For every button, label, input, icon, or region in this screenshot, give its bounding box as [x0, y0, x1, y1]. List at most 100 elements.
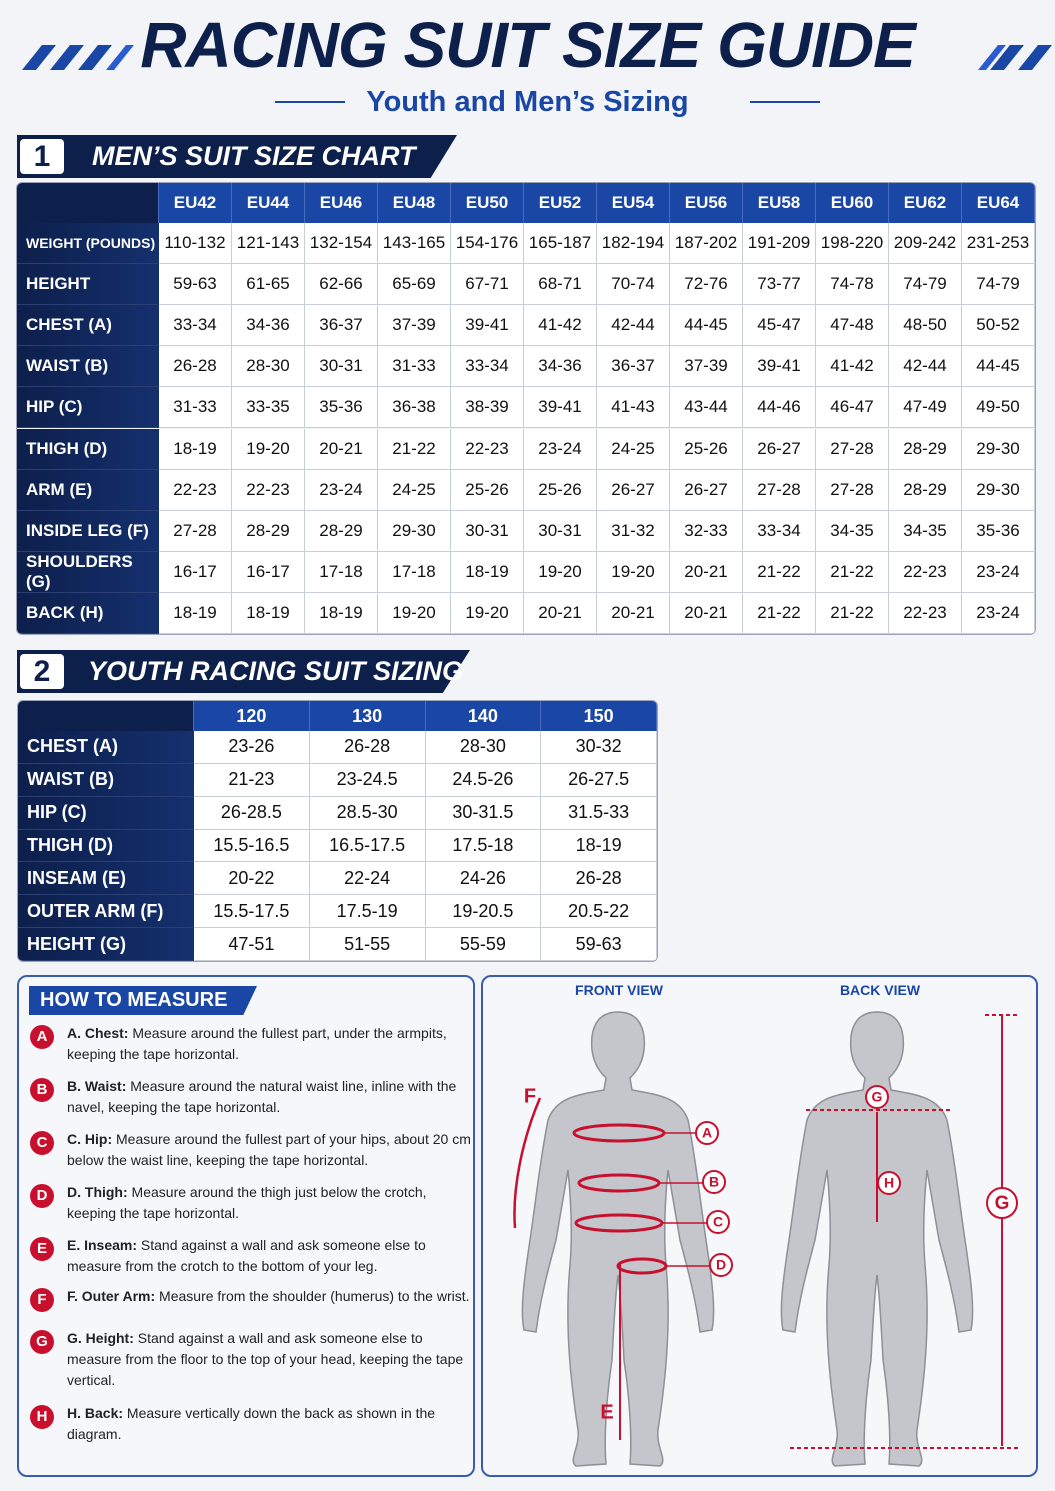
cell: 34-36: [232, 305, 305, 347]
row-label: CHEST (A): [18, 731, 194, 764]
letter-badge: C: [30, 1131, 54, 1155]
item-term: E. Inseam:: [67, 1237, 138, 1253]
cell: 27-28: [816, 469, 889, 511]
marker: C: [713, 1214, 723, 1230]
cell: 22-24: [309, 862, 426, 896]
section-banner: [17, 650, 470, 693]
column-header: EU62: [889, 183, 962, 223]
cell: 35-36: [305, 387, 378, 429]
cell: 26-28: [541, 862, 657, 896]
measure-item: G. Height: Stand against a wall and ask …: [67, 1328, 472, 1391]
cell: 15.5-17.5: [194, 895, 310, 929]
front-label: FRONT VIEW: [575, 982, 664, 998]
cell: 74-78: [816, 264, 889, 306]
column-header: EU54: [597, 183, 670, 223]
marker: F: [524, 1085, 536, 1107]
row-label: OUTER ARM (F): [18, 895, 194, 929]
cell: 31-33: [159, 387, 232, 429]
cell: 18-19: [541, 829, 657, 863]
marker: E: [600, 1401, 613, 1423]
marker: B: [709, 1174, 719, 1190]
cell: 39-41: [743, 346, 816, 388]
column-header: EU48: [378, 183, 451, 223]
row-label: CHEST (A): [17, 305, 159, 347]
cell: 35-36: [962, 510, 1035, 552]
item-text: Stand against a wall and ask someone els…: [67, 1330, 464, 1388]
cell: 22-23: [889, 551, 962, 593]
column-header: 140: [425, 701, 542, 731]
item-term: B. Waist:: [67, 1078, 127, 1094]
measure-item: D. Thigh: Measure around the thigh just …: [67, 1182, 472, 1224]
cell: 16.5-17.5: [309, 829, 426, 863]
column-header: 130: [309, 701, 426, 731]
cell: 50-52: [962, 305, 1035, 347]
cell: 24-26: [425, 862, 542, 896]
letter-badge: G: [30, 1330, 54, 1354]
cell: 22-23: [232, 469, 305, 511]
letter-badge: B: [30, 1078, 54, 1102]
cell: 22-23: [451, 428, 524, 470]
youth-table: 120 130 140 150 CHEST (A) 23-26 26-28 28-30 30-3…: [17, 700, 658, 962]
item-term: F. Outer Arm:: [67, 1288, 156, 1304]
cell: 28.5-30: [309, 796, 426, 830]
cell: 48-50: [889, 305, 962, 347]
cell: 23-24: [962, 592, 1035, 634]
diagram: FRONT VIEW BACK VIEW F A B C D E G H G: [513, 982, 1020, 1467]
cell: 231-253: [962, 223, 1035, 265]
cell: 28-29: [889, 469, 962, 511]
cell: 23-26: [194, 731, 310, 764]
cell: 41-42: [816, 346, 889, 388]
title: RACING SUIT SIZE GUIDE: [140, 9, 916, 81]
cell: 18-19: [159, 428, 232, 470]
cell: 44-45: [962, 346, 1035, 388]
cell: 37-39: [378, 305, 451, 347]
measure-item: F. Outer Arm: Measure from the shoulder …: [67, 1286, 472, 1307]
cell: 121-143: [232, 223, 305, 265]
cell: 26-27: [743, 428, 816, 470]
section-banner: [17, 135, 457, 178]
marker: A: [702, 1125, 712, 1141]
cell: 27-28: [743, 469, 816, 511]
row-label: THIGH (D): [18, 829, 194, 863]
cell: 68-71: [524, 264, 597, 306]
cell: 28-29: [232, 510, 305, 552]
section-title: YOUTH RACING SUIT SIZING: [88, 656, 464, 686]
measure-item: C. Hip: Measure around the fullest part …: [67, 1129, 472, 1171]
cell: 132-154: [305, 223, 378, 265]
row-label: INSEAM (E): [18, 862, 194, 896]
cell: 34-35: [889, 510, 962, 552]
cell: 31-32: [597, 510, 670, 552]
row-label: HEIGHT: [17, 264, 159, 306]
cell: 33-34: [451, 346, 524, 388]
cell: 61-65: [232, 264, 305, 306]
cell: 47-49: [889, 387, 962, 429]
markers: F A B C D E G H G: [524, 1085, 1018, 1423]
cell: 154-176: [451, 223, 524, 265]
cell: 23-24.5: [309, 763, 426, 797]
measure-item: A. Chest: Measure around the fullest par…: [67, 1023, 472, 1065]
row-label: SHOULDERS (G): [17, 551, 159, 593]
cell: 30-32: [541, 731, 657, 764]
cell: 21-22: [378, 428, 451, 470]
item-term: G. Height:: [67, 1330, 134, 1346]
item-term: H. Back:: [67, 1405, 124, 1421]
row-label: ARM (E): [17, 469, 159, 511]
cell: 29-30: [962, 428, 1035, 470]
cell: 165-187: [524, 223, 597, 265]
cell: 62-66: [305, 264, 378, 306]
row-label: HIP (C): [17, 387, 159, 429]
column-header: EU56: [670, 183, 743, 223]
column-header: 120: [194, 701, 310, 731]
measure-title: HOW TO MEASURE: [40, 989, 228, 1011]
cell: 143-165: [378, 223, 451, 265]
letter-badge: H: [30, 1405, 54, 1429]
item-term: D. Thigh:: [67, 1184, 128, 1200]
column-header: EU50: [451, 183, 524, 223]
column-header: EU44: [232, 183, 305, 223]
cell: 70-74: [597, 264, 670, 306]
cell: 59-63: [159, 264, 232, 306]
row-label: WEIGHT (POUNDS): [17, 223, 159, 265]
marker: G: [995, 1193, 1010, 1214]
item-text: Measure around the fullest part of your …: [67, 1131, 471, 1168]
